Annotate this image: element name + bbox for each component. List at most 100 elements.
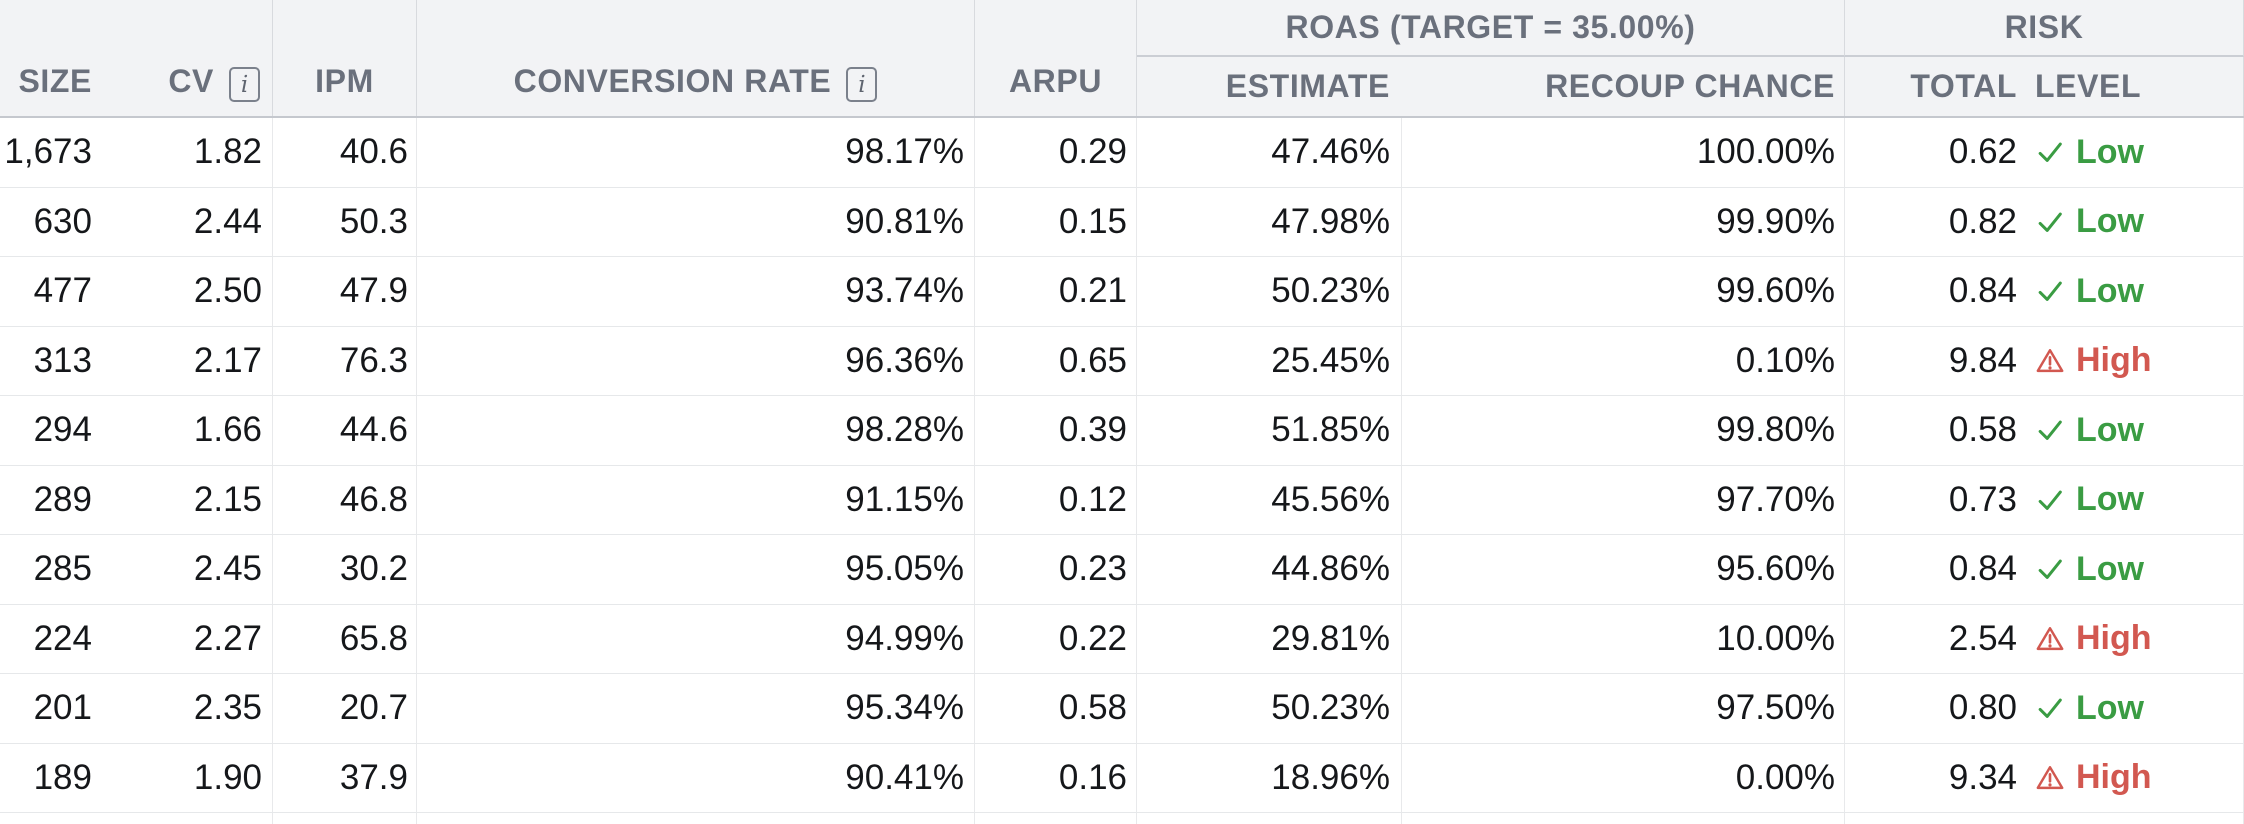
cell-cv: 1.66 [100,396,273,465]
cell-recoup-chance: 99.90% [1402,187,1845,256]
risk-level-label: High [2076,619,2152,658]
risk-level-label: Low [2076,688,2144,727]
cell-arpu: 0.58 [975,674,1137,743]
cell-conversion-rate: 90.81% [417,187,975,256]
table-row: 294 1.66 44.6 98.28% 0.39 51.85% 99.80% 0.58 Low [0,396,2244,466]
cell-ipm: 46.8 [273,465,417,534]
cell-size: 289 [33,479,92,519]
col-header-cv: CV i [100,0,273,116]
cell-cv: 2.27 [100,604,273,673]
cell-conversion-rate: 96.36% [417,326,975,395]
cell-risk-level: Low [2026,465,2244,534]
cell-conversion-rate: 91.15% [417,465,975,534]
risk-level-label: High [2076,758,2152,797]
cell-recoup-chance: 97.50% [1402,674,1845,743]
cell-ipm: 37.9 [273,743,417,812]
table-row: 477 2.50 47.9 93.74% 0.21 50.23% 99.60% 0.84 Low [0,257,2244,327]
cell-risk-total: 0.58 [1948,410,2017,450]
table-body: 1,673 1.82 40.6 98.17% 0.29 47.46% 100.00% 0.62… [0,118,2244,824]
cell-arpu: 0.23 [975,535,1137,604]
cell-risk-level: High [2026,604,2244,673]
cell-recoup-chance: 95.60% [1402,535,1845,604]
risk-level-label: Low [2076,132,2144,171]
cell-recoup-chance [1402,813,1845,824]
cell-conversion-rate: 94.99% [417,604,975,673]
cell-recoup-chance: 10.00% [1402,604,1845,673]
cell-ipm: 76.3 [273,326,417,395]
cell-size [0,813,100,824]
col-header-level: LEVEL [2026,57,2244,116]
cell-recoup-chance: 99.60% [1402,257,1845,326]
cell-conversion-rate: 90.41% [417,743,975,812]
cell-arpu: 0.22 [975,604,1137,673]
col-header-total: TOTAL [1845,57,2026,116]
cell-risk-total: 2.54 [1948,618,2017,658]
cell-risk-level: Low [2026,118,2244,187]
info-icon[interactable]: i [229,67,260,102]
check-icon [2035,554,2065,584]
group-header-risk-label: RISK [2004,9,2084,45]
cell-arpu [975,813,1137,824]
cell-estimate: 50.23% [1137,674,1402,743]
col-header-size: SIZE [0,0,100,116]
risk-level-label: Low [2076,480,2144,519]
cell-ipm: 47.9 [273,257,417,326]
cell-risk-total: 9.34 [1948,757,2017,797]
cell-size: 477 [33,271,92,311]
cell-cv: 1.90 [100,743,273,812]
risk-level-label: Low [2076,271,2144,310]
cell-cv: 1.82 [100,118,273,187]
cell-estimate: 50.23% [1137,257,1402,326]
cell-estimate: 47.46% [1137,118,1402,187]
cell-recoup-chance: 99.80% [1402,396,1845,465]
cell-estimate: 47.98% [1137,187,1402,256]
cell-estimate: 44.86% [1137,535,1402,604]
cell-arpu: 0.12 [975,465,1137,534]
cell-size: 313 [33,340,92,380]
cell-ipm: 30.2 [273,535,417,604]
warning-icon [2035,763,2065,793]
cell-risk-level: Low [2026,674,2244,743]
cell-size: 294 [33,410,92,450]
cell-estimate: 29.81% [1137,604,1402,673]
cell-risk-total: 0.82 [1948,201,2017,241]
cell-risk-level: High [2026,326,2244,395]
info-icon[interactable]: i [846,67,878,102]
cell-risk-level: Low [2026,535,2244,604]
table-row: 313 2.17 76.3 96.36% 0.65 25.45% 0.10% 9.84 High [0,326,2244,396]
cell-arpu: 0.15 [975,187,1137,256]
cell-conversion-rate: 98.17% [417,118,975,187]
table-row: 289 2.15 46.8 91.15% 0.12 45.56% 97.70% 0.73 Low [0,465,2244,535]
cell-size: 201 [33,688,92,728]
cell-risk-level: Low [2026,187,2244,256]
risk-level-label: Low [2076,549,2144,588]
risk-level-label: Low [2076,202,2144,241]
cell-estimate [1137,813,1402,824]
cell-conversion-rate [417,813,975,824]
cell-ipm: 50.3 [273,187,417,256]
table-row-clipped [0,813,2244,824]
cell-recoup-chance: 0.00% [1402,743,1845,812]
cell-size: 630 [33,201,92,241]
cell-risk-total: 9.84 [1948,340,2017,380]
table-row: 285 2.45 30.2 95.05% 0.23 44.86% 95.60% 0.84 Low [0,535,2244,605]
risk-level-label: High [2076,341,2152,380]
cell-risk-total [1845,813,2026,824]
col-header-total-label: TOTAL [1910,68,2017,104]
check-icon [2035,485,2065,515]
col-header-conversion-rate: CONVERSION RATE i [417,0,975,116]
cell-risk-level [2026,813,2244,824]
cell-size: 189 [33,757,92,797]
cell-risk-level: Low [2026,257,2244,326]
cell-estimate: 18.96% [1137,743,1402,812]
cell-conversion-rate: 95.34% [417,674,975,743]
col-header-estimate-label: ESTIMATE [1225,68,1390,104]
cell-recoup-chance: 0.10% [1402,326,1845,395]
cell-arpu: 0.29 [975,118,1137,187]
cell-ipm: 40.6 [273,118,417,187]
cell-risk-total: 0.73 [1948,479,2017,519]
col-header-ipm-label: IPM [315,63,374,99]
risk-level-label: Low [2076,410,2144,449]
cell-ipm: 65.8 [273,604,417,673]
check-icon [2035,137,2065,167]
